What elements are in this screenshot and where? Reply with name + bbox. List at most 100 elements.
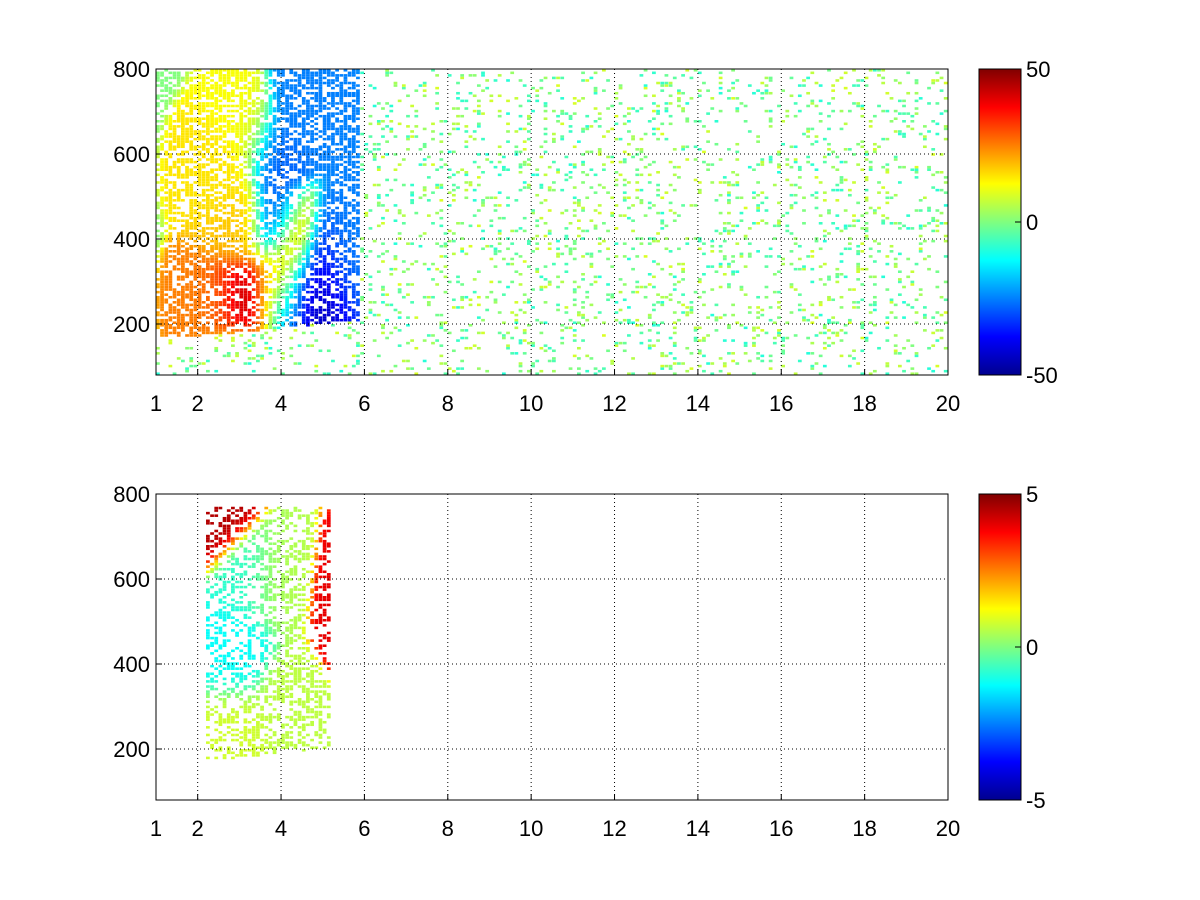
heatmap-cell	[351, 242, 356, 245]
heatmap-cell	[406, 148, 410, 151]
heatmap-cell	[739, 196, 744, 200]
heatmap-cell	[285, 301, 289, 304]
heatmap-cell	[347, 114, 352, 118]
heatmap-cell	[235, 321, 239, 324]
heatmap-cell	[581, 229, 585, 233]
heatmap-cell	[201, 86, 206, 90]
heatmap-cell	[197, 76, 202, 80]
heatmap-cell	[522, 311, 527, 314]
heatmap-cell	[293, 183, 298, 187]
heatmap-cell	[322, 224, 327, 228]
heatmap-cell	[318, 94, 323, 98]
heatmap-cell	[176, 247, 181, 251]
heatmap-cell	[714, 199, 719, 202]
heatmap-cell	[206, 321, 210, 324]
heatmap-cell	[318, 193, 323, 197]
heatmap-cell	[314, 201, 319, 205]
heatmap-cell	[264, 71, 269, 75]
heatmap-cell	[322, 313, 327, 317]
heatmap-cell	[647, 237, 652, 240]
heatmap-cell	[310, 109, 314, 113]
heatmap-cell	[335, 308, 339, 312]
heatmap-cell	[310, 186, 314, 189]
heatmap-cell	[760, 313, 765, 317]
heatmap-cell	[181, 132, 185, 136]
heatmap-cell	[256, 171, 260, 174]
heatmap-cell	[347, 140, 352, 143]
heatmap-cell	[197, 250, 202, 253]
heatmap-cell	[301, 173, 306, 177]
heatmap-cell	[456, 171, 460, 174]
heatmap-cell	[239, 303, 244, 307]
heatmap-cell	[389, 267, 394, 271]
heatmap-cell	[326, 165, 331, 169]
heatmap-cell	[276, 293, 281, 296]
heatmap-cell	[297, 222, 302, 225]
heatmap-cell	[247, 313, 252, 317]
heatmap-cell	[326, 145, 331, 149]
heatmap-cell	[256, 250, 260, 253]
heatmap-cell	[222, 206, 227, 210]
heatmap-cell	[343, 216, 348, 220]
heatmap-cell	[372, 158, 377, 161]
heatmap-cell	[156, 290, 160, 294]
heatmap-cell	[318, 135, 323, 138]
heatmap-cell	[310, 114, 314, 118]
heatmap-cell	[489, 160, 494, 164]
heatmap-cell	[193, 204, 198, 207]
heatmap-cell	[181, 99, 185, 103]
heatmap-cell	[164, 199, 169, 202]
heatmap-cell	[722, 176, 727, 179]
heatmap-cell	[206, 71, 210, 75]
heatmap-cell	[193, 257, 198, 261]
heatmap-cell	[318, 71, 323, 75]
heatmap-cell	[168, 303, 173, 307]
heatmap-cell	[260, 201, 264, 205]
heatmap-cell	[285, 117, 289, 120]
heatmap-cell	[627, 181, 631, 184]
heatmap-cell	[564, 209, 569, 212]
heatmap-cell	[260, 81, 264, 85]
heatmap-cell	[481, 247, 485, 251]
heatmap-cell	[818, 331, 823, 335]
heatmap-cell	[181, 135, 185, 138]
heatmap-cell	[443, 329, 448, 332]
heatmap-cell	[447, 150, 452, 154]
heatmap-cell	[160, 216, 164, 220]
heatmap-cell	[752, 222, 756, 225]
heatmap-cell	[251, 168, 256, 171]
heatmap-cell	[735, 173, 740, 177]
heatmap-cell	[189, 244, 194, 248]
heatmap-cell	[610, 214, 615, 217]
heatmap-cell	[276, 275, 281, 279]
heatmap-cell	[476, 209, 481, 212]
heatmap-cell	[314, 244, 319, 248]
heatmap-cell	[281, 112, 285, 115]
heatmap-cell	[226, 188, 231, 192]
heatmap-cell	[476, 122, 481, 126]
heatmap-cell	[343, 165, 348, 169]
heatmap-cell	[331, 71, 335, 75]
heatmap-cell	[322, 163, 327, 166]
heatmap-cell	[693, 120, 698, 123]
heatmap-cell	[356, 160, 360, 164]
heatmap-cell	[447, 331, 452, 335]
heatmap-cell	[564, 178, 569, 182]
heatmap-cell	[339, 176, 344, 179]
heatmap-cell	[193, 201, 198, 205]
heatmap-cell	[297, 112, 302, 115]
heatmap-cell	[268, 199, 273, 202]
heatmap-cell	[156, 234, 160, 238]
heatmap-cell	[243, 250, 248, 253]
heatmap-cell	[572, 165, 577, 169]
heatmap-cell	[339, 293, 344, 296]
heatmap-cell	[647, 329, 652, 332]
heatmap-cell	[201, 206, 206, 210]
heatmap-cell	[281, 209, 285, 212]
heatmap-cell	[526, 239, 531, 243]
heatmap-cell	[160, 247, 164, 251]
heatmap-cell	[343, 214, 348, 217]
heatmap-cell	[214, 293, 219, 296]
heatmap-cell	[735, 196, 740, 200]
heatmap-cell	[339, 239, 344, 243]
